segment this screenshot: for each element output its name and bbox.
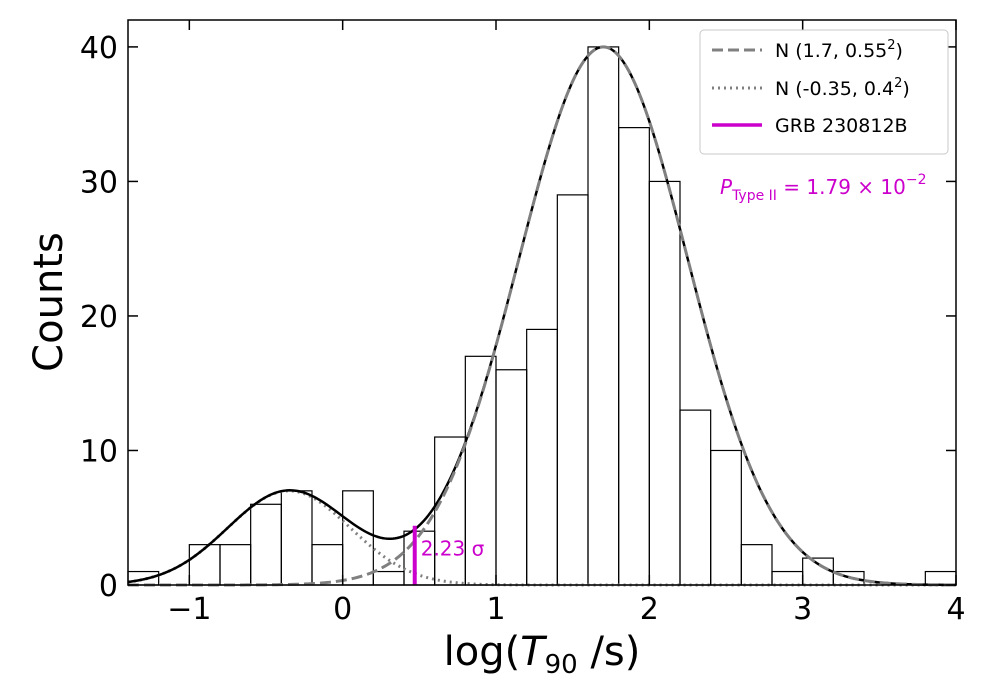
histogram-bar (311, 544, 344, 586)
x-tick-label: 4 (946, 592, 965, 627)
x-tick-label: −1 (167, 592, 211, 627)
histogram-bar (648, 180, 681, 586)
legend: N (1.7, 0.552) N (-0.35, 0.42) GRB 23081… (699, 29, 949, 155)
legend-box (699, 29, 949, 155)
y-tick-label: 30 (80, 165, 118, 200)
x-tick-label: 2 (640, 592, 659, 627)
sigma-label: 2.23 σ (421, 536, 485, 560)
histogram-bar (526, 328, 558, 586)
probability-annotation: PType II = 1.79 × 10−2 (720, 172, 927, 204)
plot-frame (127, 19, 957, 586)
histogram-bar (556, 194, 589, 586)
histogram-bar (802, 557, 834, 586)
y-tick-label: 0 (99, 569, 118, 604)
legend-label-type2: N (1.7, 0.552) (775, 38, 903, 62)
histogram-bar (219, 544, 252, 586)
histogram-bar (188, 544, 221, 586)
x-tick-label: 1 (486, 592, 505, 627)
histogram-bar (924, 570, 957, 586)
histogram-bar (495, 369, 528, 586)
histogram-bar (740, 544, 773, 586)
histogram-bar (618, 127, 650, 586)
histogram-bar (710, 449, 742, 586)
y-tick-label: 40 (80, 31, 118, 66)
x-axis-title: log(T90 /s) (444, 629, 641, 679)
histogram-bar (250, 503, 282, 586)
y-axis-title: Counts (26, 232, 72, 372)
legend-label-marker: GRB 230812B (775, 115, 908, 137)
x-tick-label: 3 (793, 592, 812, 627)
histogram-bar (280, 490, 313, 586)
histogram-bar (587, 46, 620, 586)
x-tick-label: 0 (333, 592, 352, 627)
histogram-bar (342, 490, 374, 586)
y-tick-label: 10 (80, 434, 118, 469)
histogram-bar (771, 570, 804, 586)
histogram-bar (372, 570, 405, 586)
y-tick-label: 20 (80, 300, 118, 335)
histogram-bar (679, 409, 712, 586)
legend-label-type1: N (-0.35, 0.42) (775, 76, 910, 100)
